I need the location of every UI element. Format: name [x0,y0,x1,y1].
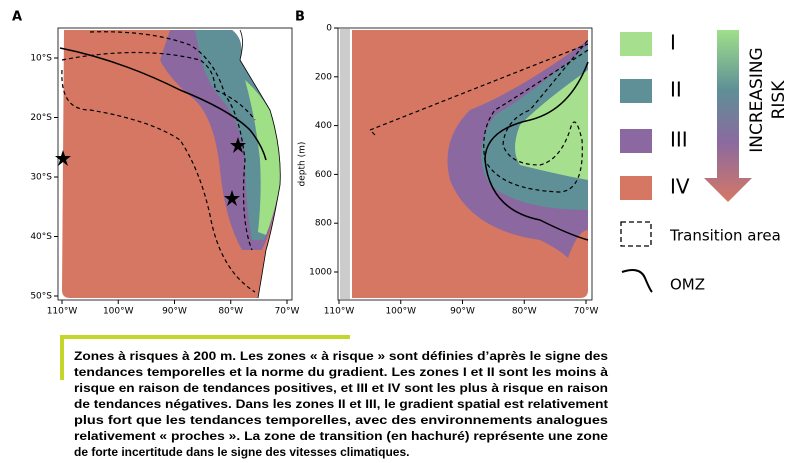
star [230,137,246,153]
y-tick-label: 20°S [30,113,52,123]
zone-i [515,70,588,180]
y-tick-label: 400 [315,121,332,131]
transition-line [89,31,253,251]
legend-swatch [620,79,652,103]
y-tick-label: 40°S [30,232,52,242]
coastline [239,29,281,299]
caption-line: plus fort que les tendances temporelles,… [74,413,608,427]
x-tick-label: 100°W [385,307,416,317]
legend-swatch [620,176,652,200]
transition-line [61,51,256,293]
x-tick-label: 80°W [512,307,537,317]
y-tick-label: 800 [315,219,332,229]
x-tick-label: 90°W [450,307,475,317]
caption-bar [60,335,350,339]
caption-line: de tendances négatives. Dans les zones I… [74,397,608,411]
x-tick-label: 100°W [103,307,134,317]
caption-line: Zones à risques à 200 m. Les zones « à r… [74,349,608,363]
caption-line: risque en raison de tendances positives,… [74,381,608,395]
y-tick-label: 200 [315,72,332,82]
legend-label: IV [670,175,690,199]
legend-swatch [620,32,652,56]
caption-bar [60,335,64,380]
arrow-label: RISK [769,80,789,120]
y-tick-label: 50°S [30,292,52,302]
star [55,150,71,166]
legend-label: Transition area [669,227,781,245]
land [340,29,350,299]
star [224,190,240,206]
zone-i [245,80,281,235]
x-tick-label: 70°W [574,307,599,317]
y-axis-label: depth (m) [298,142,308,187]
risk-arrow [704,30,752,202]
caption-line: tendances temporelles et la norme du gra… [74,365,608,379]
panel-label: B [295,10,305,25]
panel-a: A [12,10,293,301]
x-tick-label: 80°W [218,307,243,317]
zone-ii [195,30,281,240]
legend-swatch [620,129,652,153]
legend-label: III [670,128,688,152]
transition-line [369,39,589,193]
legend-label: II [670,78,682,102]
legend: Transition area OMZ [620,30,781,294]
legend-label: OMZ [670,276,705,294]
legend-swatch [620,221,652,247]
x-tick-label: 70°W [275,307,300,317]
stars [55,137,246,206]
omz-line [59,47,267,161]
caption-line: de forte incertitude dans le signe des v… [74,445,409,459]
x-tick-label: 90°W [162,307,187,317]
y-tick-label: 30°S [30,173,52,183]
panel-label: A [12,10,22,25]
y-tick-label: 1000 [309,268,332,278]
legend-label: I [670,31,676,55]
panel-b: B depth (m) [295,10,593,301]
x-tick-label: 110°W [324,307,355,317]
y-tick-label: 10°S [30,54,52,64]
legend-swatch [621,269,653,293]
y-tick-label: 0 [326,24,332,34]
x-tick-label: 110°W [47,307,78,317]
arrow-label: INCREASING [747,47,767,152]
y-tick-label: 600 [315,170,332,180]
omz-line [484,61,589,241]
caption-line: relativement « proches ». La zone de tra… [74,429,608,443]
